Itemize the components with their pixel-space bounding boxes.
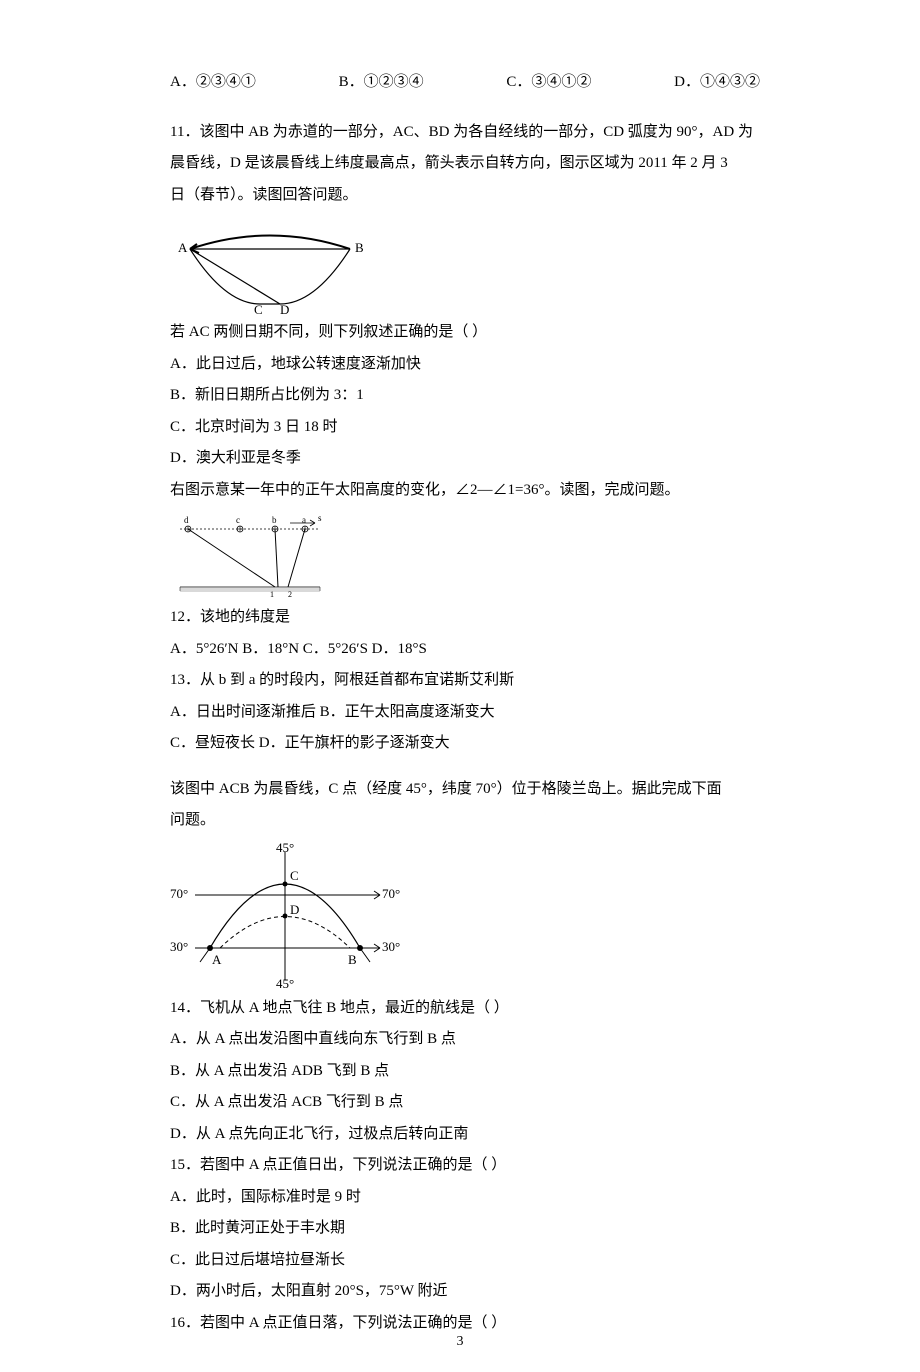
q11-opt-a: A．此日过后，地球公转速度逐渐加快 bbox=[170, 352, 760, 378]
fig2-label-c: c bbox=[236, 515, 240, 525]
fig3-left30: 30° bbox=[170, 939, 188, 954]
q11-opt-b: B．新旧日期所占比例为 3：1 bbox=[170, 383, 760, 409]
q12-stem: 12．该地的纬度是 bbox=[170, 605, 760, 631]
fig2-label-b: b bbox=[272, 515, 277, 525]
fig3-B: B bbox=[348, 952, 357, 967]
q11-opt-c: C．北京时间为 3 日 18 时 bbox=[170, 415, 760, 441]
q10-opt-c: C．③④①② bbox=[506, 70, 591, 96]
figure-2: s d c b a 1 2 bbox=[170, 509, 760, 599]
q14-opt-d: D．从 A 点先向正北飞行，过极点后转向正南 bbox=[170, 1122, 760, 1148]
q11-stem-1: 11．该图中 AB 为赤道的一部分，AC、BD 为各自经线的一部分，CD 弧度为… bbox=[170, 120, 760, 146]
fig1-label-d: D bbox=[280, 302, 289, 314]
page-number: 3 bbox=[0, 1330, 920, 1354]
q14-intro-1: 该图中 ACB 为晨昏线，C 点（经度 45°，纬度 70°）位于格陵兰岛上。据… bbox=[170, 777, 760, 803]
q15-opt-d: D．两小时后，太阳直射 20°S，75°W 附近 bbox=[170, 1279, 760, 1305]
q11-condition: 若 AC 两侧日期不同，则下列叙述正确的是（ ） bbox=[170, 320, 760, 346]
fig1-label-b: B bbox=[355, 240, 364, 255]
q10-opt-b: B．①②③④ bbox=[339, 70, 424, 96]
fig2-label-d: d bbox=[184, 515, 189, 525]
fig3-D: D bbox=[290, 902, 299, 917]
q10-opt-d: D．①④③② bbox=[674, 70, 760, 96]
fig3-bot45: 45° bbox=[276, 976, 294, 990]
fig2-label-2: 2 bbox=[288, 590, 292, 599]
q14-intro-2: 问题。 bbox=[170, 808, 760, 834]
q12-opts: A．5°26′N B．18°N C．5°26′S D．18°S bbox=[170, 637, 760, 663]
fig2-label-s: s bbox=[318, 513, 322, 523]
figure-1: A B C D bbox=[170, 214, 760, 314]
fig3-right70: 70° bbox=[382, 886, 400, 901]
q15-stem: 15．若图中 A 点正值日出，下列说法正确的是（ ） bbox=[170, 1153, 760, 1179]
q13-opts-1: A．日出时间逐渐推后 B．正午太阳高度逐渐变大 bbox=[170, 700, 760, 726]
fig3-top45: 45° bbox=[276, 840, 294, 855]
fig2-label-1: 1 bbox=[270, 590, 274, 599]
fig2-label-a: a bbox=[302, 515, 306, 525]
q13-opts-2: C．昼短夜长 D．正午旗杆的影子逐渐变大 bbox=[170, 731, 760, 757]
figure-3: 45° 45° 70° 70° 30° 30° C D A B bbox=[170, 840, 760, 990]
q14-opt-b: B．从 A 点出发沿 ADB 飞到 B 点 bbox=[170, 1059, 760, 1085]
q11-stem-3: 日（春节）。读图回答问题。 bbox=[170, 183, 760, 209]
fig3-left70: 70° bbox=[170, 886, 188, 901]
q14-opt-a: A．从 A 点出发沿图中直线向东飞行到 B 点 bbox=[170, 1027, 760, 1053]
fig3-C: C bbox=[290, 868, 299, 883]
q15-opt-a: A．此时，国际标准时是 9 时 bbox=[170, 1185, 760, 1211]
q11-follow: 右图示意某一年中的正午太阳高度的变化，∠2—∠1=36°。读图，完成问题。 bbox=[170, 478, 760, 504]
q13-stem: 13．从 b 到 a 的时段内，阿根廷首都布宜诺斯艾利斯 bbox=[170, 668, 760, 694]
q11-stem-2: 晨昏线，D 是该晨昏线上纬度最高点，箭头表示自转方向，图示区域为 2011 年 … bbox=[170, 151, 760, 177]
fig1-label-a: A bbox=[178, 240, 188, 255]
q15-opt-c: C．此日过后堪培拉昼渐长 bbox=[170, 1248, 760, 1274]
fig3-right30: 30° bbox=[382, 939, 400, 954]
q10-opt-a: A．②③④① bbox=[170, 70, 256, 96]
fig3-A: A bbox=[212, 952, 222, 967]
fig1-label-c: C bbox=[254, 302, 263, 314]
q14-stem: 14．飞机从 A 地点飞往 B 地点，最近的航线是（ ） bbox=[170, 996, 760, 1022]
q15-opt-b: B．此时黄河正处于丰水期 bbox=[170, 1216, 760, 1242]
page: A．②③④① B．①②③④ C．③④①② D．①④③② 11．该图中 AB 为赤… bbox=[0, 0, 920, 1372]
q14-opt-c: C．从 A 点出发沿 ACB 飞行到 B 点 bbox=[170, 1090, 760, 1116]
q11-opt-d: D．澳大利亚是冬季 bbox=[170, 446, 760, 472]
q10-options: A．②③④① B．①②③④ C．③④①② D．①④③② bbox=[170, 70, 760, 96]
